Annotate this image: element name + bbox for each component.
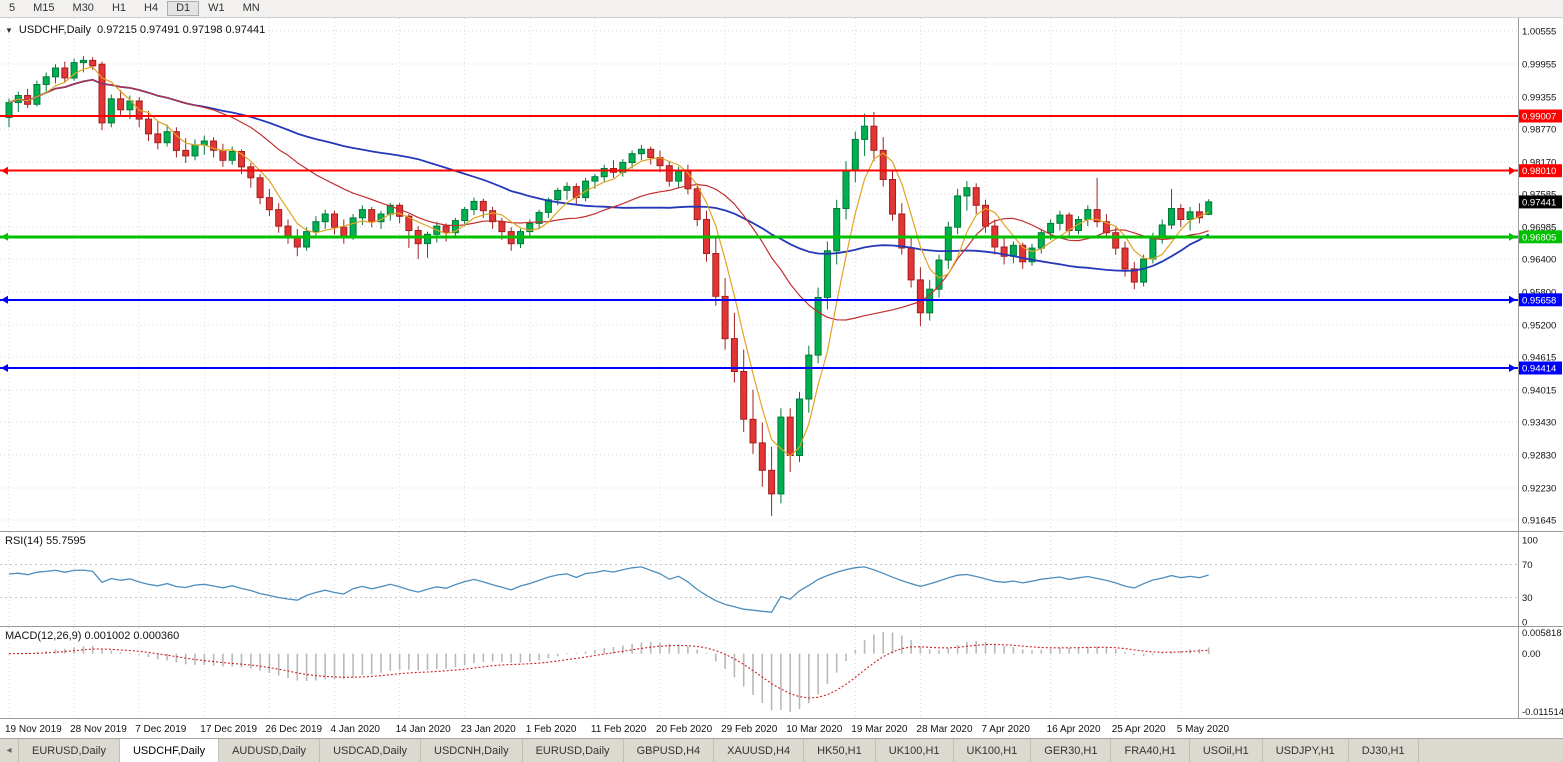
svg-text:0.98010: 0.98010: [1522, 166, 1556, 177]
chart-header: ▼ USDCHF,Daily 0.97215 0.97491 0.97198 0…: [5, 24, 265, 36]
svg-text:29 Feb 2020: 29 Feb 2020: [721, 724, 778, 735]
timeframe-button[interactable]: 5: [0, 1, 24, 16]
svg-text:5 May 2020: 5 May 2020: [1177, 724, 1230, 735]
chart-tab[interactable]: FRA40,H1: [1111, 739, 1190, 762]
timeframe-button[interactable]: M30: [64, 1, 103, 16]
chart-tab[interactable]: GBPUSD,H4: [624, 739, 715, 762]
chart-tab[interactable]: DJ30,H1: [1349, 739, 1419, 762]
svg-text:14 Jan 2020: 14 Jan 2020: [396, 724, 451, 735]
chart-tab[interactable]: USDCNH,Daily: [421, 739, 523, 762]
svg-text:0.005818: 0.005818: [1522, 628, 1562, 639]
svg-text:20 Feb 2020: 20 Feb 2020: [656, 724, 713, 735]
timeframe-button[interactable]: H1: [103, 1, 135, 16]
svg-text:0.94015: 0.94015: [1522, 385, 1556, 396]
chart-area: 1.00555 0.99955 0.99355 0.98770 0.98170 0.975…: [0, 18, 1563, 738]
svg-text:17 Dec 2019: 17 Dec 2019: [200, 724, 257, 735]
svg-text:4 Jan 2020: 4 Jan 2020: [331, 724, 381, 735]
svg-text:0.95200: 0.95200: [1522, 320, 1556, 331]
svg-text:23 Jan 2020: 23 Jan 2020: [461, 724, 516, 735]
timeframe-toolbar: 5 M15 M30 H1 H4 D1 W1 MN: [0, 0, 1563, 18]
svg-text:0.98770: 0.98770: [1522, 125, 1556, 136]
svg-text:0.99355: 0.99355: [1522, 92, 1556, 103]
svg-text:0.91645: 0.91645: [1522, 516, 1556, 527]
chart-tab[interactable]: AUDUSD,Daily: [219, 739, 321, 762]
svg-text:0.97441: 0.97441: [1522, 197, 1556, 208]
chart-tabs-bar: ◂ EURUSD,Daily USDCHF,Daily AUDUSD,Daily…: [0, 738, 1563, 762]
timeframe-button[interactable]: MN: [234, 1, 269, 16]
chart-canvas[interactable]: 1.00555 0.99955 0.99355 0.98770 0.98170 0.975…: [0, 18, 1563, 738]
svg-text:0.99955: 0.99955: [1522, 59, 1556, 70]
svg-text:0.99007: 0.99007: [1522, 112, 1556, 123]
svg-text:0.00: 0.00: [1522, 649, 1541, 660]
svg-text:25 Apr 2020: 25 Apr 2020: [1112, 724, 1166, 735]
svg-text:19 Mar 2020: 19 Mar 2020: [851, 724, 908, 735]
timeframe-button[interactable]: H4: [135, 1, 167, 16]
chart-tab[interactable]: UK100,H1: [954, 739, 1032, 762]
chart-tab[interactable]: GER30,H1: [1031, 739, 1112, 762]
timeframe-button[interactable]: M15: [24, 1, 63, 16]
chart-tab[interactable]: USDCHF,Daily: [119, 739, 220, 762]
svg-text:0.97585: 0.97585: [1522, 190, 1556, 201]
svg-text:26 Dec 2019: 26 Dec 2019: [265, 724, 322, 735]
svg-text:0.95658: 0.95658: [1522, 295, 1556, 306]
svg-text:0.93430: 0.93430: [1522, 418, 1556, 429]
svg-text:0.96805: 0.96805: [1522, 232, 1556, 243]
chart-tab[interactable]: XAUUSD,H4: [714, 739, 805, 762]
chart-tab[interactable]: UK100,H1: [876, 739, 954, 762]
svg-text:0.94615: 0.94615: [1522, 353, 1556, 364]
svg-text:0.92830: 0.92830: [1522, 451, 1556, 462]
svg-text:0.92230: 0.92230: [1522, 483, 1556, 494]
chart-tab[interactable]: USOil,H1: [1190, 739, 1263, 762]
svg-text:0: 0: [1522, 618, 1527, 629]
timeframe-button[interactable]: W1: [199, 1, 234, 16]
svg-text:10 Mar 2020: 10 Mar 2020: [786, 724, 843, 735]
svg-text:28 Mar 2020: 28 Mar 2020: [916, 724, 973, 735]
chart-tab[interactable]: EURUSD,Daily: [523, 739, 624, 762]
svg-text:1.00555: 1.00555: [1522, 27, 1556, 38]
svg-text:0.94414: 0.94414: [1522, 364, 1556, 375]
svg-text:16 Apr 2020: 16 Apr 2020: [1047, 724, 1101, 735]
chart-tab[interactable]: USDJPY,H1: [1263, 739, 1349, 762]
svg-text:100: 100: [1522, 536, 1538, 547]
chart-tab[interactable]: EURUSD,Daily: [19, 739, 120, 762]
svg-text:0.98170: 0.98170: [1522, 157, 1556, 168]
svg-text:0.96400: 0.96400: [1522, 255, 1556, 266]
chart-dropdown-icon[interactable]: ▼: [5, 25, 13, 35]
svg-text:7 Dec 2019: 7 Dec 2019: [135, 724, 187, 735]
rsi-indicator-label: RSI(14) 55.7595: [5, 535, 86, 547]
macd-indicator-label: MACD(12,26,9) 0.001002 0.000360: [5, 630, 180, 642]
svg-text:30: 30: [1522, 593, 1533, 604]
chart-tab[interactable]: USDCAD,Daily: [320, 739, 422, 762]
svg-text:28 Nov 2019: 28 Nov 2019: [70, 724, 127, 735]
chart-tab[interactable]: HK50,H1: [804, 739, 876, 762]
symbol-label: USDCHF,Daily: [18, 24, 92, 36]
ohlc-values: 0.97215 0.97491 0.97198 0.97441: [97, 24, 266, 36]
svg-text:7 Apr 2020: 7 Apr 2020: [982, 724, 1031, 735]
chart-tabs: EURUSD,Daily USDCHF,Daily AUDUSD,Daily U…: [19, 739, 1419, 762]
svg-text:-0.011514: -0.011514: [1522, 707, 1563, 718]
svg-text:0.95800: 0.95800: [1522, 288, 1556, 299]
svg-text:11 Feb 2020: 11 Feb 2020: [591, 724, 647, 735]
svg-text:0.96985: 0.96985: [1522, 222, 1556, 233]
tab-scroll-left-icon[interactable]: ◂: [0, 739, 19, 762]
svg-text:19 Nov 2019: 19 Nov 2019: [5, 724, 62, 735]
svg-text:1 Feb 2020: 1 Feb 2020: [526, 724, 577, 735]
timeframe-button[interactable]: D1: [167, 1, 200, 16]
svg-text:70: 70: [1522, 560, 1533, 571]
